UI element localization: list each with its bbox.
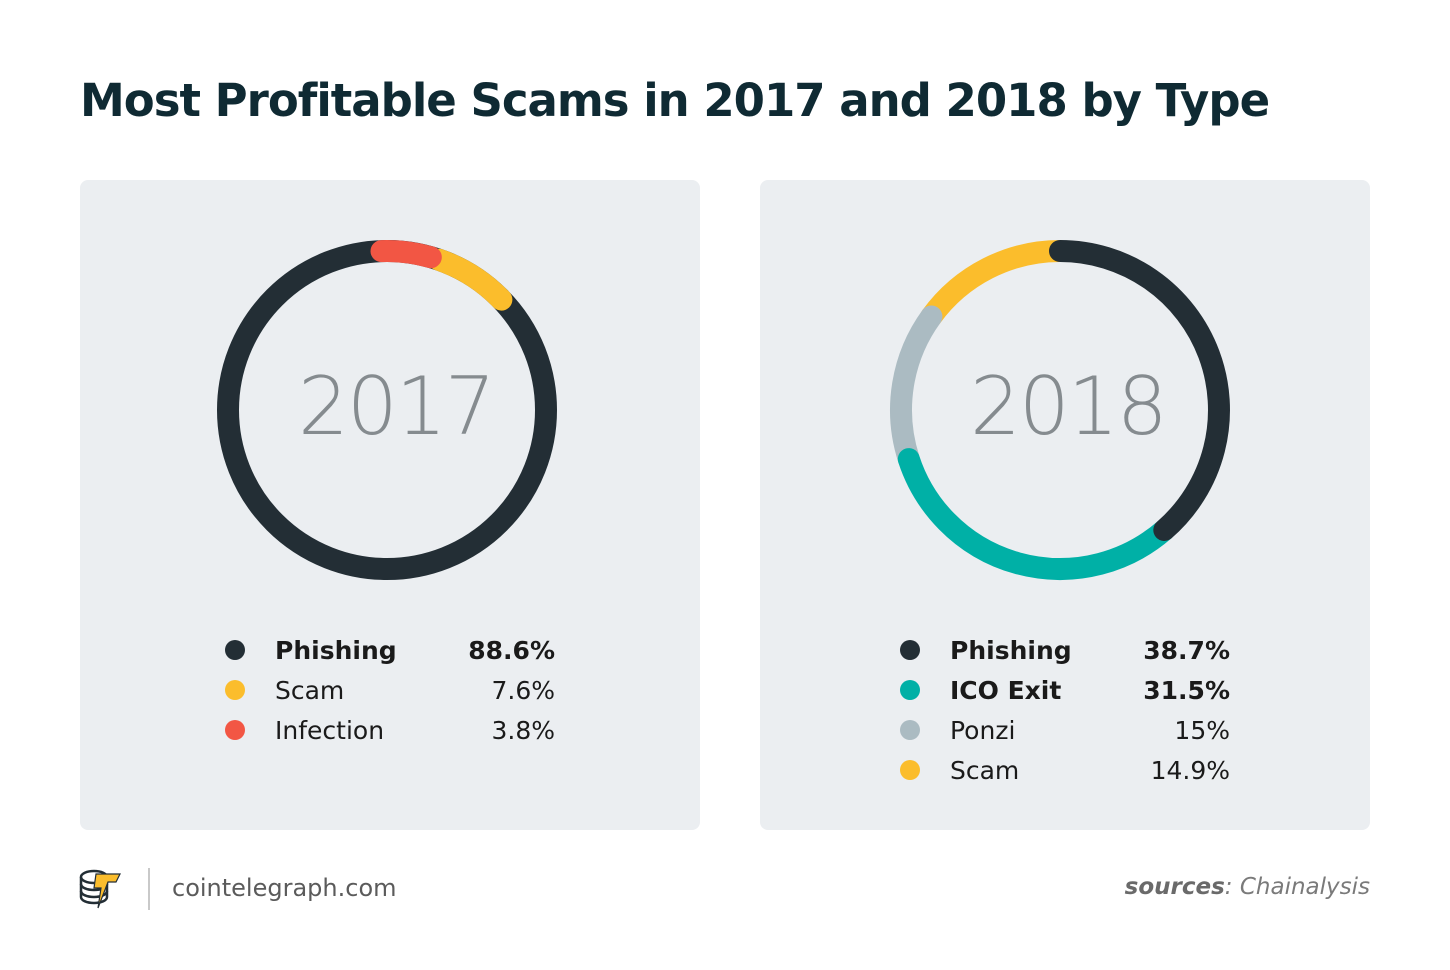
scam-dot-icon — [900, 760, 920, 780]
arc-ico-exit-2018 — [897, 448, 1176, 580]
legend-label: Ponzi — [950, 715, 1016, 745]
ponzi-dot-icon — [900, 720, 920, 740]
legend-value: 38.7% — [1143, 635, 1230, 665]
phishing-dot-icon — [900, 640, 920, 660]
year-label-2017: 2017 — [298, 360, 496, 453]
legend-label: Scam — [950, 755, 1020, 785]
legend-value: 88.6% — [468, 635, 555, 665]
legend-label: Infection — [275, 715, 385, 745]
legend-label: Phishing — [950, 635, 1072, 665]
panel-2018: 2018 Phishing 38.7% ICO Exit 31.5% Ponzi… — [760, 180, 1370, 830]
legend-value: 3.8% — [491, 715, 555, 745]
legend-item-infection: Infection 3.8% — [225, 710, 555, 750]
year-label-2018: 2018 — [970, 360, 1168, 453]
footer-divider — [148, 868, 150, 910]
legend-item-scam: Scam 14.9% — [900, 750, 1230, 790]
legend-item-ponzi: Ponzi 15% — [900, 710, 1230, 750]
arc-phishing-2018 — [1049, 240, 1230, 541]
phishing-dot-icon — [225, 640, 245, 660]
site-link[interactable]: cointelegraph.com — [172, 874, 397, 902]
source-credit: sources: Chainalysis — [1125, 874, 1370, 900]
legend-2017: Phishing 88.6% Scam 7.6% Infection 3.8% — [225, 630, 555, 750]
legend-label: ICO Exit — [950, 675, 1062, 705]
legend-item-ico-exit: ICO Exit 31.5% — [900, 670, 1230, 710]
legend-2018: Phishing 38.7% ICO Exit 31.5% Ponzi 15% … — [900, 630, 1230, 790]
legend-value: 7.6% — [491, 675, 555, 705]
legend-value: 15% — [1174, 715, 1230, 745]
arc-infection-2017 — [370, 240, 442, 269]
arc-scam-2017 — [427, 248, 513, 311]
donut-chart-2017 — [217, 240, 557, 580]
source-label: sources — [1124, 874, 1225, 900]
legend-item-phishing: Phishing 88.6% — [225, 630, 555, 670]
legend-label: Scam — [275, 675, 345, 705]
chart-title: Most Profitable Scams in 2017 and 2018 b… — [80, 74, 1270, 127]
cointelegraph-logo-icon — [79, 869, 121, 909]
source-value: Chainalysis — [1239, 874, 1370, 900]
ico-exit-dot-icon — [900, 680, 920, 700]
legend-item-scam: Scam 7.6% — [225, 670, 555, 710]
infection-dot-icon — [225, 720, 245, 740]
donut-chart-2018 — [890, 240, 1230, 580]
arc-scam-2018 — [920, 240, 1071, 328]
scam-dot-icon — [225, 680, 245, 700]
legend-item-phishing: Phishing 38.7% — [900, 630, 1230, 670]
panel-2017: 2017 Phishing 88.6% Scam 7.6% Infection … — [80, 180, 700, 830]
legend-value: 14.9% — [1150, 755, 1230, 785]
arc-ponzi-2018 — [890, 305, 943, 471]
source-separator: : — [1224, 874, 1240, 900]
legend-value: 31.5% — [1143, 675, 1230, 705]
legend-label: Phishing — [275, 635, 397, 665]
